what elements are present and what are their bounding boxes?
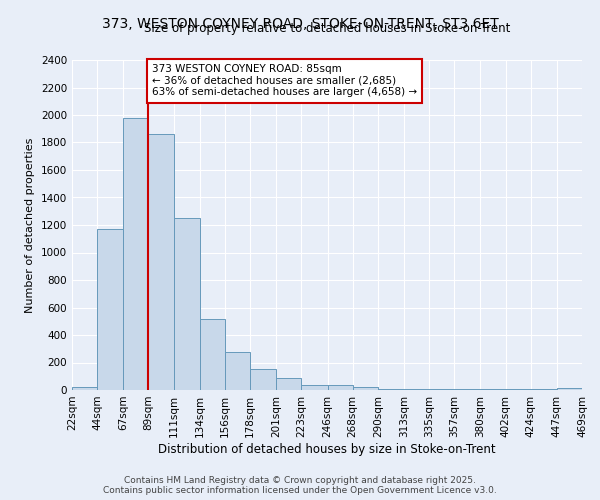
Bar xyxy=(378,388,404,390)
Bar xyxy=(225,352,250,390)
Title: Size of property relative to detached houses in Stoke-on-Trent: Size of property relative to detached ho… xyxy=(144,22,510,35)
Bar xyxy=(353,387,378,390)
Bar xyxy=(250,370,276,390)
Text: 373, WESTON COYNEY ROAD, STOKE-ON-TRENT, ST3 6ET: 373, WESTON COYNEY ROAD, STOKE-ON-TRENT,… xyxy=(101,18,499,32)
Bar xyxy=(301,384,328,390)
Bar xyxy=(148,134,173,390)
Bar xyxy=(72,386,97,390)
X-axis label: Distribution of detached houses by size in Stoke-on-Trent: Distribution of detached houses by size … xyxy=(158,442,496,456)
Text: Contains HM Land Registry data © Crown copyright and database right 2025.
Contai: Contains HM Land Registry data © Crown c… xyxy=(103,476,497,495)
Bar xyxy=(328,384,353,390)
Bar xyxy=(557,388,582,390)
Bar xyxy=(97,229,124,390)
Bar xyxy=(200,318,225,390)
Bar xyxy=(173,218,200,390)
Text: 373 WESTON COYNEY ROAD: 85sqm
← 36% of detached houses are smaller (2,685)
63% o: 373 WESTON COYNEY ROAD: 85sqm ← 36% of d… xyxy=(152,64,417,98)
Y-axis label: Number of detached properties: Number of detached properties xyxy=(25,138,35,312)
Bar xyxy=(276,378,301,390)
Bar xyxy=(124,118,148,390)
